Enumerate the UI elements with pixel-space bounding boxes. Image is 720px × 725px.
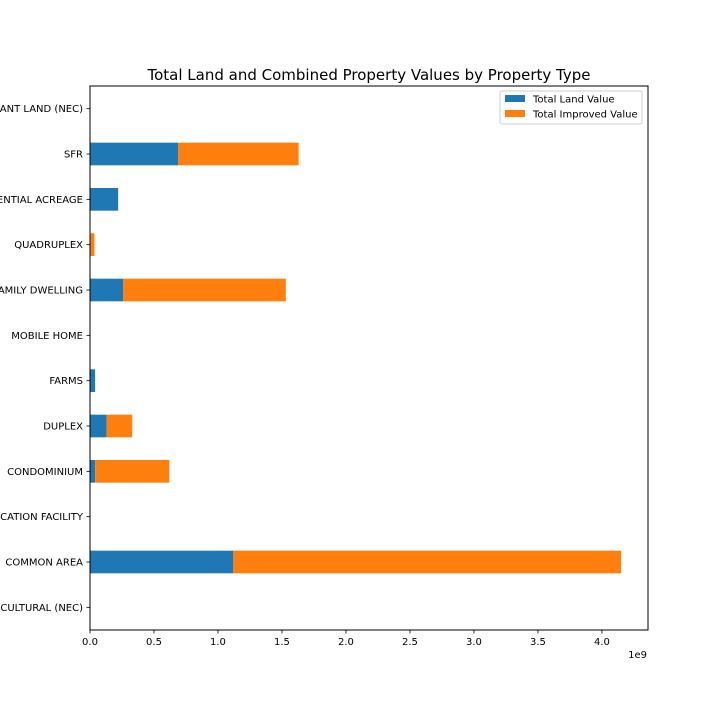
x-tick-label-4: 2.0 xyxy=(338,637,354,648)
legend-swatch-total-improved-value xyxy=(505,110,525,117)
bar-total-improved-value-sfr xyxy=(178,142,299,166)
bar-total-improved-value-common-area xyxy=(233,550,622,574)
y-tick-label-quadruplex: QUADRUPLEX xyxy=(14,240,83,251)
y-tick-label-multi-family-dwelling: MULTI-FAMILY DWELLING xyxy=(0,286,83,297)
y-tick-label-agricultural-nec: AGRICULTURAL (NEC) xyxy=(0,603,83,614)
bar-total-land-value-sfr xyxy=(90,142,179,166)
bar-total-land-value-farms xyxy=(90,369,96,392)
x-tick-label-5: 2.5 xyxy=(402,637,418,648)
bar-total-land-value-multi-family-dwelling xyxy=(90,278,124,302)
x-tick-label-3: 1.5 xyxy=(274,637,290,648)
plot-frame xyxy=(89,85,649,631)
chart-title: Total Land and Combined Property Values … xyxy=(147,66,591,84)
y-tick-label-vacant-land-nec: VACANT LAND (NEC) xyxy=(0,104,83,115)
bar-total-land-value-condominium xyxy=(90,460,96,483)
legend-swatch-total-land-value xyxy=(505,95,525,102)
bar-total-improved-value-quadruplex xyxy=(90,233,95,256)
y-tick-label-communication-facility: COMMUNICATION FACILITY xyxy=(0,512,84,523)
bar-total-land-value-duplex xyxy=(90,414,107,438)
legend: Total Land Value Total Improved Value xyxy=(499,90,643,125)
x-tick-label-0: 0.0 xyxy=(82,637,98,648)
x-axis-offset-label: 1e9 xyxy=(628,650,647,661)
x-tick-label-8: 4.0 xyxy=(594,637,610,648)
y-tick-label-mobile-home: MOBILE HOME xyxy=(11,331,83,342)
x-tick-label-6: 3.0 xyxy=(466,637,482,648)
bar-total-improved-value-duplex xyxy=(106,414,133,438)
x-axis: 0.0 0.5 1.0 1.5 2.0 2.5 3.0 3.5 4.0 xyxy=(82,630,610,648)
bar-total-improved-value-condominium xyxy=(95,460,170,483)
legend-label-total-improved-value: Total Improved Value xyxy=(532,110,638,121)
x-tick-label-7: 3.5 xyxy=(530,637,546,648)
y-tick-label-residential-acreage: RESIDENTIAL ACREAGE xyxy=(0,195,83,206)
y-tick-label-duplex: DUPLEX xyxy=(43,422,83,433)
y-tick-label-condominium: CONDOMINIUM xyxy=(7,467,83,478)
bar-total-land-value-common-area xyxy=(90,550,234,574)
y-axis: VACANT LAND (NEC) SFR RESIDENTIAL ACREAGE Q… xyxy=(0,104,90,614)
y-tick-label-farms: FARMS xyxy=(49,376,83,387)
y-tick-label-sfr: SFR xyxy=(64,150,83,161)
bar-total-improved-value-multi-family-dwelling xyxy=(123,278,286,302)
x-tick-label-2: 1.0 xyxy=(210,637,226,648)
bar-total-land-value-residential-acreage xyxy=(90,188,119,211)
legend-label-total-land-value: Total Land Value xyxy=(532,95,615,106)
y-tick-label-common-area: COMMON AREA xyxy=(5,558,83,569)
x-tick-label-1: 0.5 xyxy=(146,637,162,648)
legend-box xyxy=(499,90,643,125)
bars-layer xyxy=(90,142,622,574)
